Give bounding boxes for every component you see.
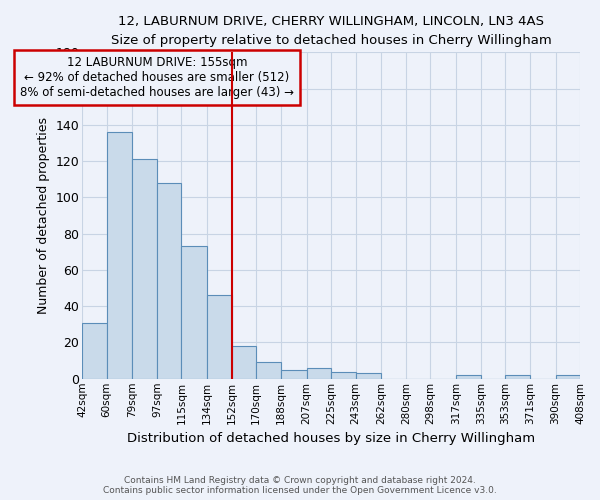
Bar [82, 322, 107, 379]
Bar [133, 160, 157, 379]
Bar [207, 296, 232, 379]
Bar [107, 132, 133, 379]
X-axis label: Distribution of detached houses by size in Cherry Willingham: Distribution of detached houses by size … [127, 432, 535, 445]
Title: 12, LABURNUM DRIVE, CHERRY WILLINGHAM, LINCOLN, LN3 4AS
Size of property relativ: 12, LABURNUM DRIVE, CHERRY WILLINGHAM, L… [110, 15, 551, 47]
Bar [181, 246, 207, 379]
Text: Contains HM Land Registry data © Crown copyright and database right 2024.
Contai: Contains HM Land Registry data © Crown c… [103, 476, 497, 495]
Bar [505, 375, 530, 379]
Bar [157, 183, 181, 379]
Bar [556, 375, 580, 379]
Text: 12 LABURNUM DRIVE: 155sqm
← 92% of detached houses are smaller (512)
8% of semi-: 12 LABURNUM DRIVE: 155sqm ← 92% of detac… [20, 56, 294, 99]
Bar [456, 375, 481, 379]
Bar [331, 372, 356, 379]
Bar [356, 374, 382, 379]
Bar [256, 362, 281, 379]
Bar [232, 346, 256, 379]
Bar [307, 368, 331, 379]
Y-axis label: Number of detached properties: Number of detached properties [37, 117, 50, 314]
Bar [281, 370, 307, 379]
